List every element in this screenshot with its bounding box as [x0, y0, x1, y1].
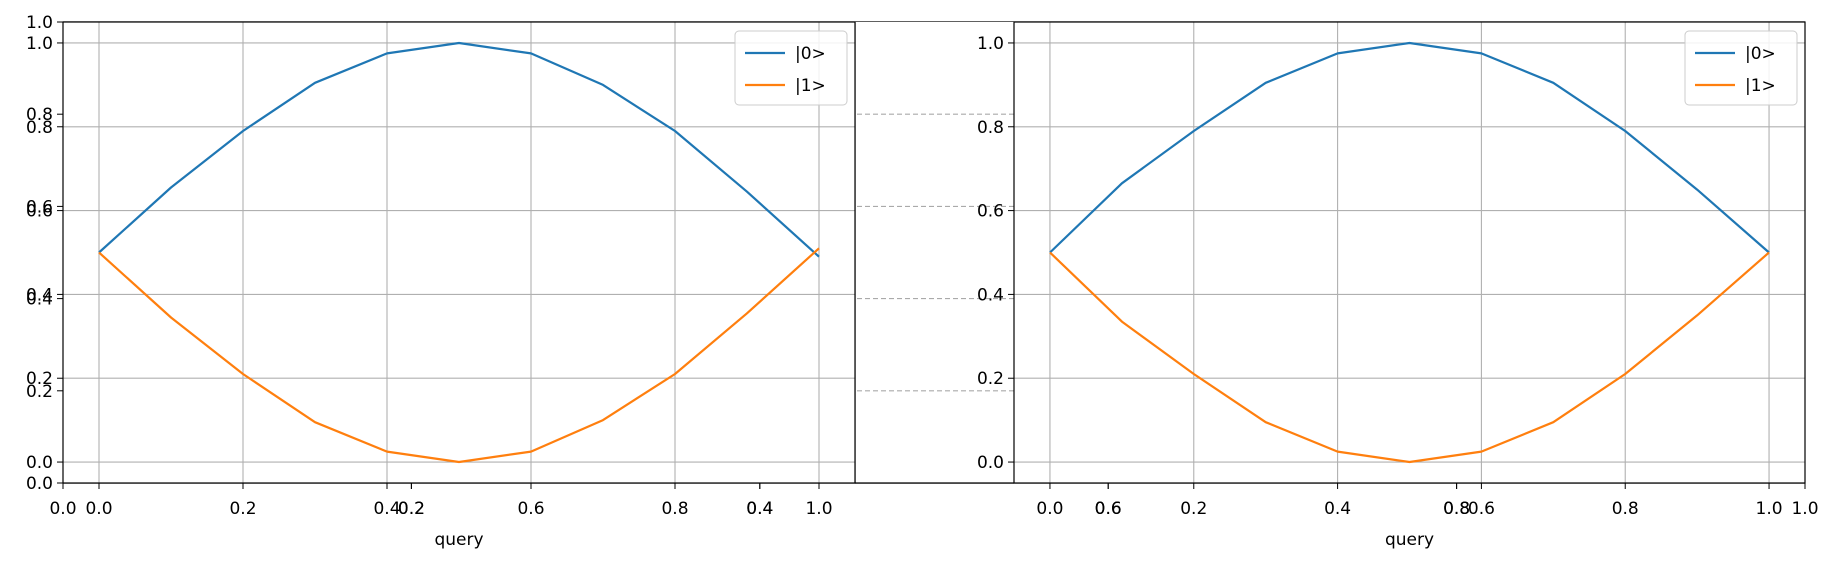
x-axis-title: query [434, 530, 483, 550]
y-tick-label: 0.0 [26, 453, 53, 473]
series-line-1 [98, 247, 820, 464]
bg-xtick-label: 0.2 [398, 499, 425, 519]
bg-xtick-label: 0.8 [1443, 499, 1470, 519]
legend-label-1: |1> [795, 76, 826, 96]
x-tick-label: 0.0 [85, 499, 112, 519]
y-tick-label: 0.0 [977, 453, 1004, 473]
y-tick-label: 0.4 [26, 285, 53, 305]
plot-frame [62, 21, 856, 484]
x-tick-label: 0.2 [229, 499, 256, 519]
x-tick-label: 1.0 [1756, 499, 1783, 519]
y-tick-label: 0.8 [977, 118, 1004, 138]
series-line-1 [1049, 251, 1770, 464]
y-tick-label: 1.0 [977, 34, 1004, 54]
bg-xtick-label: 0.4 [746, 499, 773, 519]
y-tick-label: 0.8 [26, 118, 53, 138]
x-tick-label: 0.4 [1324, 499, 1351, 519]
bg-ytick-label: 1.0 [26, 13, 53, 33]
x-tick-label: 0.4 [373, 499, 400, 519]
y-tick-label: 0.6 [26, 202, 53, 222]
y-tick-label: 0.2 [26, 369, 53, 389]
plot-area [63, 22, 855, 483]
middle-xtick-label: 0.2 [398, 499, 425, 519]
bg-ytick-label: 0.0 [26, 474, 53, 494]
y-tick-label: 0.4 [977, 285, 1004, 305]
bg-ytick-label: 0.6 [26, 197, 53, 217]
middle-xtick-label: 0.4 [746, 499, 773, 519]
x-tick-label: 0.8 [661, 499, 688, 519]
y-tick-label: 1.0 [26, 34, 53, 54]
plot-frame [1013, 21, 1806, 484]
legend-box [1684, 30, 1798, 106]
left-chart: 0.0 0.2 0.4 0.6 0.8 1.00.00.20.40.60.81.0quer… [26, 21, 856, 550]
legend-box [734, 30, 848, 106]
series-line-0 [1049, 41, 1770, 254]
right-chart: 0.0 0.2 0.4 0.6 0.8 1.00.00.20.40.60.81.0quer… [977, 21, 1806, 550]
x-tick-label: 0.0 [1036, 499, 1063, 519]
legend-label-0: |0> [1745, 44, 1776, 64]
series-line-0 [98, 41, 820, 258]
bg-ytick-label: 0.4 [26, 290, 53, 310]
bg-xtick-label: 0.0 [49, 499, 76, 519]
plot-area [1014, 22, 1805, 483]
bg-ytick-label: 0.8 [26, 105, 53, 125]
middle-xtick-label: 0.6 [1095, 499, 1122, 519]
x-tick-label: 0.8 [1612, 499, 1639, 519]
x-tick-label: 0.6 [517, 499, 544, 519]
y-tick-label: 0.2 [977, 369, 1004, 389]
bg-xtick-label: 0.6 [1095, 499, 1122, 519]
middle-xtick-label: 0.8 [1443, 499, 1470, 519]
x-tick-label: 0.2 [1180, 499, 1207, 519]
x-axis-title: query [1385, 530, 1434, 550]
x-tick-label: 0.6 [1468, 499, 1495, 519]
middle-axis-background [855, 22, 1014, 483]
bg-ytick-label: 0.2 [26, 382, 53, 402]
legend-label-1: |1> [1745, 76, 1776, 96]
legend-label-0: |0> [795, 44, 826, 64]
y-tick-label: 0.6 [977, 202, 1004, 222]
x-tick-label: 1.0 [805, 499, 832, 519]
bg-xtick-label: 1.0 [1791, 499, 1818, 519]
